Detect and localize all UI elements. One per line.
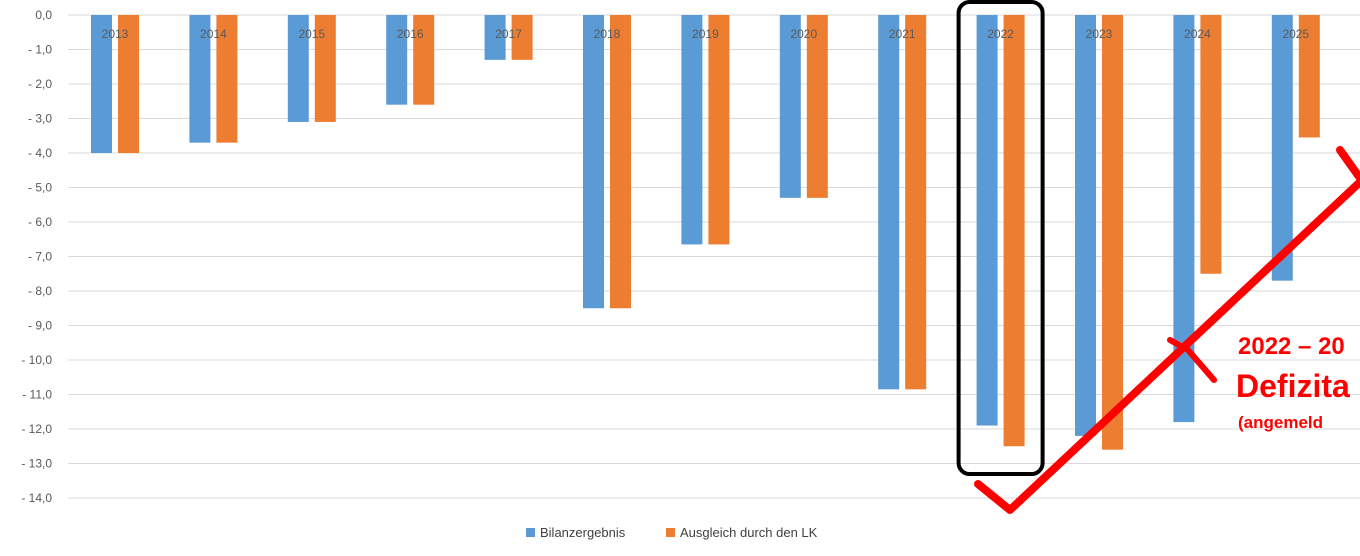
x-tick-label: 2021	[889, 27, 916, 41]
x-tick-label: 2024	[1184, 27, 1211, 41]
annotation-line2: Defizita	[1236, 368, 1350, 404]
bar-ausgleich-2023	[1102, 15, 1123, 450]
y-tick-label: 0,0	[35, 8, 52, 22]
x-tick-label: 2015	[298, 27, 325, 41]
bar-ausgleich-2025	[1298, 15, 1320, 138]
bar-bilanzergebnis-2013	[91, 15, 112, 153]
bars	[91, 15, 1320, 450]
bar-bilanzergebnis-2018	[583, 15, 604, 309]
annotation-line3: (angemeld	[1238, 413, 1323, 432]
y-tick-label: - 10,0	[21, 353, 52, 367]
bar-bilanzergebnis-2023	[1075, 15, 1096, 436]
y-tick-label: - 4,0	[28, 146, 52, 160]
bar-ausgleich-2019	[708, 15, 730, 245]
bar-ausgleich-2018	[610, 15, 631, 309]
x-tick-label: 2017	[495, 27, 522, 41]
bar-bilanzergebnis-2022	[976, 15, 998, 426]
bar-bilanzergebnis-2019	[681, 15, 703, 245]
x-tick-label: 2013	[102, 27, 129, 41]
y-tick-label: - 8,0	[28, 284, 52, 298]
x-tick-label: 2025	[1282, 27, 1309, 41]
x-tick-label: 2018	[594, 27, 621, 41]
bar-ausgleich-2017	[511, 15, 533, 60]
y-tick-label: - 5,0	[28, 181, 52, 195]
highlight-2022	[956, 0, 1045, 476]
checkmark-line	[974, 178, 1360, 514]
y-tick-label: - 13,0	[21, 457, 52, 471]
bar-bilanzergebnis-2016	[386, 15, 408, 105]
bar-ausgleich-2024	[1200, 15, 1222, 274]
x-tick-label: 2014	[200, 27, 227, 41]
annotation-line1: 2022 – 20	[1238, 333, 1345, 360]
bar-ausgleich-2022	[1003, 15, 1025, 447]
legend-label: Bilanzergebnis	[540, 525, 626, 540]
annotation: 2022 – 20 Defizita (angemeld	[974, 146, 1360, 514]
bar-ausgleich-2020	[806, 15, 828, 198]
highlight-box	[956, 0, 1045, 476]
y-axis: 0,0 - 1,0 - 2,0 - 3,0 - 4,0 - 5,0 - 6,0 - 7,0 - …	[21, 8, 52, 505]
bar-bilanzergebnis-2024	[1173, 15, 1195, 423]
bracket-tip	[1336, 146, 1360, 182]
bar-bilanzergebnis-2015	[287, 15, 309, 122]
x-tick-label: 2022	[987, 27, 1014, 41]
legend-label: Ausgleich durch den LK	[680, 525, 818, 540]
y-tick-label: - 11,0	[22, 388, 52, 402]
y-tick-label: - 1,0	[28, 43, 52, 57]
bar-bilanzergebnis-2021	[878, 15, 900, 390]
bar-ausgleich-2015	[314, 15, 336, 122]
bar-ausgleich-2016	[413, 15, 435, 105]
y-tick-label: - 6,0	[28, 215, 52, 229]
y-tick-label: - 9,0	[28, 319, 52, 333]
legend: Bilanzergebnis Ausgleich durch den LK	[526, 525, 818, 540]
y-tick-label: - 14,0	[21, 491, 52, 505]
legend-swatch	[666, 528, 675, 537]
x-tick-label: 2016	[397, 27, 424, 41]
legend-swatch	[526, 528, 535, 537]
x-tick-label: 2019	[692, 27, 719, 41]
y-tick-label: - 7,0	[28, 250, 52, 264]
bar-bilanzergebnis-2017	[484, 15, 506, 60]
y-tick-label: - 3,0	[28, 112, 52, 126]
bar-ausgleich-2014	[216, 15, 238, 143]
bar-bilanzergebnis-2020	[779, 15, 801, 198]
x-tick-label: 2020	[790, 27, 817, 41]
bar-ausgleich-2013	[118, 15, 139, 153]
bar-bilanzergebnis-2014	[189, 15, 211, 143]
bracket-notch	[1167, 337, 1217, 383]
bar-ausgleich-2021	[905, 15, 927, 390]
x-tick-label: 2023	[1086, 27, 1113, 41]
y-tick-label: - 2,0	[28, 77, 52, 91]
y-tick-label: - 12,0	[21, 422, 52, 436]
bar-bilanzergebnis-2025	[1271, 15, 1293, 281]
x-axis-labels: 2013 2014 2015 2016 2017 2018 2019 2020 2021 2022…	[102, 27, 1310, 41]
